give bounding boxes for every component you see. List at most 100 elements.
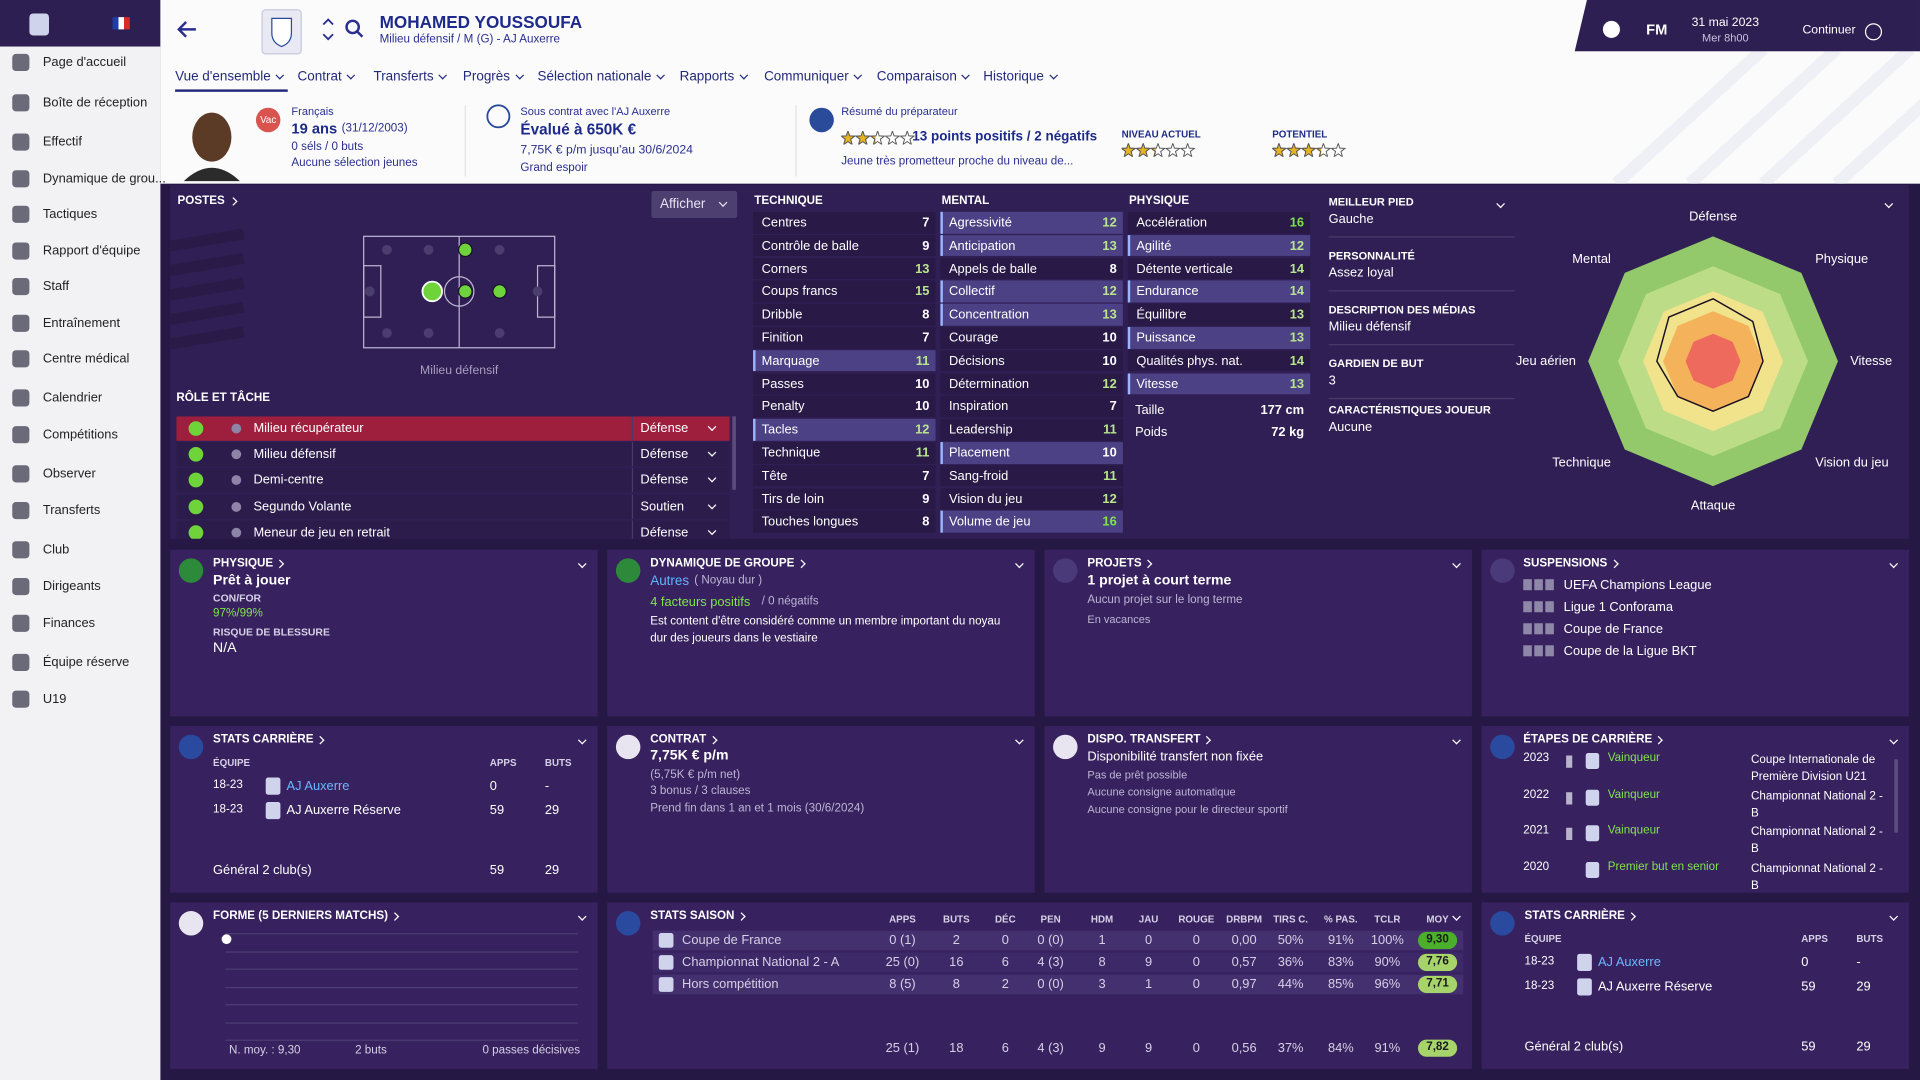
panel-title[interactable]: DYNAMIQUE DE GROUPE <box>650 556 795 571</box>
flag-icon[interactable] <box>112 17 130 30</box>
attribute-name: Corners <box>761 261 808 277</box>
menu-item[interactable]: Tactiques <box>42 206 98 222</box>
average-rating: 9,30 <box>1426 932 1449 946</box>
dropdown-caret <box>707 422 717 432</box>
panel-title[interactable]: CONTRAT <box>650 732 707 747</box>
tab[interactable]: Vue d'ensemble <box>175 69 271 85</box>
panel-title[interactable]: PROJETS <box>1087 556 1142 571</box>
rating-badge <box>1417 953 1458 972</box>
attribute-row <box>940 395 1123 418</box>
panel-title[interactable]: STATS CARRIÈRE <box>213 732 314 747</box>
role-row[interactable]: Meneur de jeu en retrait Défense <box>176 520 730 539</box>
average-rating: 7,82 <box>1426 1040 1449 1054</box>
club-crest <box>271 17 293 48</box>
panel-title[interactable]: SUSPENSIONS <box>1523 556 1608 571</box>
attribute-row <box>940 234 1123 257</box>
world-icon[interactable] <box>1602 20 1620 38</box>
attribute-row <box>753 234 936 257</box>
scrollbar[interactable] <box>1894 759 1898 833</box>
season-total: 6 <box>1001 1040 1009 1056</box>
role-row[interactable]: Milieu défensif Défense <box>176 442 730 467</box>
attribute-name: Tête <box>761 468 788 484</box>
menu-item[interactable]: Staff <box>42 279 70 294</box>
panel-title[interactable]: FORME (5 DERNIERS MATCHS) <box>213 909 388 923</box>
panel-title[interactable]: DISPO. TRANSFERT <box>1087 732 1201 747</box>
info-label: MEILLEUR PIED <box>1328 195 1414 208</box>
menu-item[interactable]: Dynamique de grou... <box>42 171 166 187</box>
season-row <box>652 974 1464 995</box>
report-points: 13 points positifs / 2 négatifs <box>912 129 1098 145</box>
role-duty[interactable]: Défense <box>640 421 689 436</box>
menu-item[interactable]: Page d'accueil <box>42 55 127 70</box>
panel-title[interactable]: STATS SAISON <box>650 909 735 923</box>
role-duty[interactable]: Défense <box>640 473 689 488</box>
club-icon[interactable] <box>29 13 49 36</box>
menu-item[interactable]: U19 <box>42 691 67 707</box>
attribute-value: 11 <box>1103 422 1117 438</box>
tab[interactable]: Communiquer <box>764 69 849 85</box>
section-title[interactable]: POSTES <box>177 194 225 208</box>
player-switch[interactable] <box>322 18 334 41</box>
club-name[interactable]: AJ Auxerre <box>286 778 350 794</box>
attribute-value: 13 <box>1289 307 1305 323</box>
menu-item[interactable]: Centre médical <box>42 351 130 367</box>
role-row[interactable]: Demi-centre Défense <box>176 468 730 493</box>
continue-button[interactable]: Continuer <box>1802 23 1856 38</box>
tab[interactable]: Contrat <box>297 69 342 85</box>
menu-item[interactable]: Équipe réserve <box>42 655 130 670</box>
menu-item[interactable]: Entraînement <box>42 315 121 331</box>
panel-title[interactable]: STATS CARRIÈRE <box>1524 909 1625 923</box>
menu-item[interactable]: Rapport d'équipe <box>42 243 141 259</box>
scrollbar[interactable] <box>732 416 736 490</box>
tab[interactable]: Progrès <box>462 69 511 85</box>
panel-title[interactable]: ÉTAPES DE CARRIÈRE <box>1523 732 1653 747</box>
role-row[interactable]: Milieu récupérateur Défense <box>176 416 730 441</box>
weight-label: Poids <box>1135 424 1168 440</box>
season-stat: 0 (0) <box>1037 977 1064 992</box>
menu-item[interactable]: Transferts <box>42 503 101 518</box>
role-row[interactable]: Segundo Volante Soutien <box>176 494 730 519</box>
tab[interactable]: Sélection nationale <box>537 69 652 85</box>
menu-item[interactable]: Calendrier <box>42 390 103 406</box>
menu-item[interactable]: Dirigeants <box>42 579 101 594</box>
tab[interactable]: Historique <box>983 69 1044 85</box>
panel-icon <box>1490 734 1515 760</box>
sidebar <box>0 0 161 1080</box>
milestone-competition: Championnat National 2 - B <box>1751 789 1883 820</box>
role-duty[interactable]: Soutien <box>640 499 685 514</box>
season-stat: 6 <box>1001 955 1009 970</box>
menu-item[interactable]: Club <box>42 542 70 558</box>
contract-net: (5,75K € p/m net) <box>650 768 741 782</box>
tab[interactable]: Comparaison <box>876 69 957 85</box>
positions-area <box>170 228 556 350</box>
menu-item[interactable]: Effectif <box>42 134 82 150</box>
tab[interactable]: Rapports <box>679 69 735 85</box>
menu-item[interactable]: Boîte de réception <box>42 95 148 111</box>
role-duty[interactable]: Défense <box>640 525 689 539</box>
menu-item[interactable]: Observer <box>42 466 96 482</box>
show-button[interactable] <box>651 191 738 218</box>
key-marker <box>753 419 756 441</box>
club-name[interactable]: AJ Auxerre <box>1597 955 1661 970</box>
radar-axis-label: Physique <box>1815 251 1869 267</box>
attribute-row <box>753 280 936 303</box>
role-suitability <box>188 421 204 436</box>
club-badge <box>1585 825 1600 842</box>
back-button[interactable] <box>177 21 196 38</box>
role-duty[interactable]: Défense <box>640 447 689 462</box>
season-stat: 9 <box>1144 955 1153 970</box>
social-group[interactable]: Autres <box>650 573 690 589</box>
menu-icon <box>12 133 30 151</box>
attribute-name: Leadership <box>948 422 1013 438</box>
tab[interactable]: Transferts <box>373 69 434 85</box>
milestone-event: Premier but en senior <box>1607 859 1719 874</box>
menu-item[interactable]: Finances <box>42 615 96 631</box>
search-button[interactable] <box>345 19 361 35</box>
panel-title[interactable]: PHYSIQUE <box>213 556 274 571</box>
panel-icon <box>1053 734 1078 760</box>
continue-icon[interactable] <box>1864 23 1883 41</box>
menu-item[interactable]: Compétitions <box>42 427 118 443</box>
nav-icons <box>177 9 364 55</box>
attribute-value: 12 <box>1289 238 1305 254</box>
season-stat: 0 (0) <box>1037 933 1064 948</box>
